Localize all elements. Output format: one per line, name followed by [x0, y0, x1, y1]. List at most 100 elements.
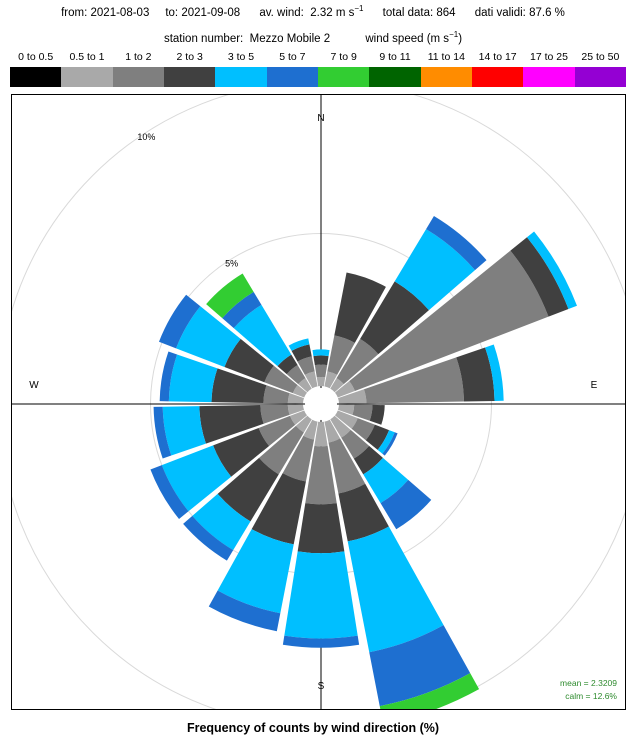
total-value: 864	[436, 6, 456, 19]
rose-segment	[224, 338, 274, 383]
rose-segment	[259, 425, 304, 475]
rose-segment	[510, 237, 569, 317]
rose-segment	[192, 493, 251, 551]
rose-segment	[330, 415, 351, 438]
legend-labels: 0 to 0.5 0.5 to 1 1 to 2 2 to 3 3 to 5 5 to 7…	[10, 51, 626, 65]
rose-segment	[217, 457, 279, 522]
legend-swatch	[61, 67, 113, 87]
from-label: from:	[61, 6, 88, 19]
legend-swatch	[574, 67, 626, 87]
rose-segment	[233, 304, 292, 367]
rose-segment	[324, 371, 338, 389]
calm-circle	[305, 388, 337, 420]
to-date: 2021-09-08	[181, 6, 241, 19]
rose-segment	[208, 590, 281, 632]
rose-segment	[284, 551, 358, 639]
rose-segment	[394, 229, 475, 311]
rose-segment	[213, 427, 270, 477]
rose-segment	[251, 473, 306, 545]
rose-segment	[176, 306, 241, 367]
legend-label: 9 to 11	[379, 51, 411, 63]
rose-segment	[351, 418, 375, 441]
rose-segment	[363, 457, 409, 504]
rose-segment	[314, 364, 328, 378]
rose-segment	[313, 355, 329, 366]
legend-label: 14 to 17	[478, 51, 517, 63]
legend-label: 2 to 3	[176, 51, 203, 63]
rose-segment	[338, 483, 389, 542]
rose-segment	[282, 435, 315, 482]
legend-label: 1 to 2	[125, 51, 152, 63]
legend-swatch	[471, 67, 524, 87]
rose-segment	[380, 479, 432, 530]
rose-segment	[264, 365, 298, 394]
rose-segment	[304, 371, 318, 389]
rose-segment	[314, 421, 328, 447]
summary-line: from: 2021-08-03 to: 2021-09-08 av. wind…	[0, 4, 626, 19]
legend-swatch	[317, 67, 370, 87]
rose-segment	[363, 357, 465, 404]
rose-segment	[295, 415, 312, 433]
rose-segment	[211, 368, 267, 403]
rose-segment	[334, 272, 386, 343]
direction-label: E	[591, 380, 598, 391]
rose-segment	[297, 356, 315, 375]
mean-annotation: mean = 2.3209	[560, 678, 617, 688]
rose-segment	[153, 406, 172, 459]
legend-swatch	[420, 67, 472, 87]
rose-segment	[328, 438, 366, 494]
rose-segment	[206, 273, 254, 319]
legend-label: 3 to 5	[227, 51, 255, 63]
direction-label: N	[317, 113, 324, 124]
legend-label: 25 to 50	[581, 51, 620, 63]
rose-segment	[360, 281, 429, 355]
rose-segment	[324, 419, 341, 443]
speed-exponent: −1	[449, 30, 459, 39]
rose-segment	[426, 216, 487, 271]
rose-segment	[292, 384, 308, 398]
rose-segment	[277, 354, 298, 375]
rose-segment	[353, 445, 383, 475]
legend-swatch	[10, 67, 62, 87]
rose-segment	[222, 291, 262, 329]
legend-label: 17 to 25	[530, 51, 568, 63]
legend-label: 0.5 to 1	[69, 51, 105, 63]
legend-color-bar	[10, 67, 626, 87]
rose-segment	[485, 344, 504, 401]
rose-segment	[287, 393, 304, 404]
chart-header: from: 2021-08-03 to: 2021-09-08 av. wind…	[0, 0, 626, 66]
rose-segment	[159, 351, 178, 402]
rose-segment	[316, 376, 326, 387]
chart-title: Frequency of counts by wind direction (%…	[186, 721, 440, 735]
rose-segment	[369, 625, 471, 707]
rose-segment	[287, 404, 304, 415]
rose-segment	[369, 404, 385, 425]
rose-segment	[199, 405, 264, 444]
avwind-exponent: −1	[354, 4, 364, 13]
rose-segment	[282, 635, 360, 648]
speed-close: )	[458, 32, 463, 45]
legend-label: 5 to 7	[279, 51, 306, 63]
rose-segment	[289, 410, 308, 425]
legend-swatch	[215, 67, 267, 87]
rose-segment	[263, 385, 290, 404]
legend-swatch	[266, 67, 318, 87]
rose-segment	[298, 378, 312, 393]
direction-label: W	[29, 380, 39, 391]
legend-swatch	[112, 67, 164, 87]
rose-segment	[352, 404, 373, 421]
rose-segment	[286, 365, 306, 385]
ring-label: 10%	[137, 132, 155, 142]
rose-segment	[161, 445, 232, 512]
avwind-value: 2.32 m s	[310, 6, 355, 19]
rose-segment	[526, 231, 577, 310]
rose-segment	[303, 419, 318, 440]
to-label: to:	[165, 6, 179, 19]
rose-segment	[297, 503, 345, 554]
station-value: Mezzo Mobile 2	[249, 32, 331, 45]
ring-label: 5%	[225, 259, 238, 269]
rose-segment	[260, 404, 290, 424]
legend-swatch	[163, 67, 216, 87]
rose-segment	[334, 381, 355, 398]
plot-frame: N E S W 5% 10% mean = 2.3209 calm = 12.6%	[11, 94, 626, 710]
